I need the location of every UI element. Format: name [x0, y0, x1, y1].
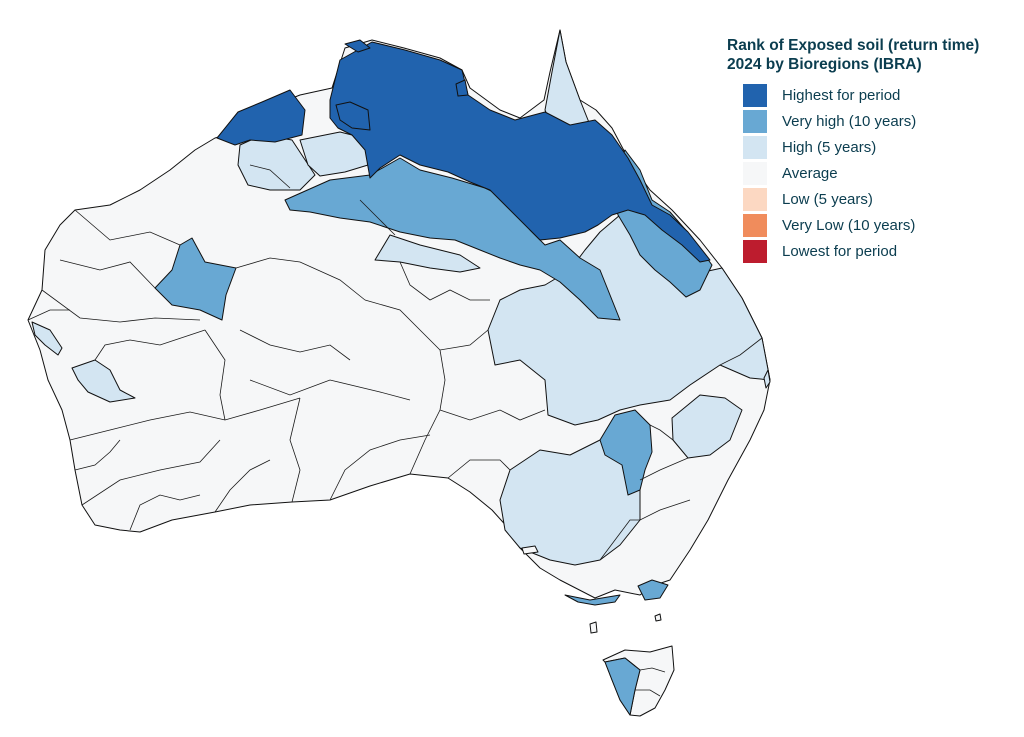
region-veryhigh-tasmania-west: [604, 657, 641, 716]
legend-item-lowest: Lowest for period: [727, 238, 1017, 264]
region-highest-top-end: [329, 41, 711, 263]
legend-swatch-very-high: [743, 109, 767, 133]
island-fraser: [763, 369, 771, 389]
island-kangaroo: [521, 545, 539, 555]
legend-label-average: Average: [782, 164, 838, 182]
map-legend: Rank of Exposed soil (return time) 2024 …: [727, 36, 1017, 264]
legend-item-high: High (5 years): [727, 134, 1017, 160]
region-veryhigh-nsw: [599, 409, 653, 496]
region-high-victoria-bonaparte: [299, 131, 373, 177]
region-highest-kimberley: [216, 89, 306, 146]
region-high-swathe-nt-qld: [374, 234, 481, 273]
legend-label-very-low: Very Low (10 years): [782, 216, 916, 234]
legend-item-very-high: Very high (10 years): [727, 108, 1017, 134]
legend-label-very-high: Very high (10 years): [782, 112, 917, 130]
legend-title-line-1: Rank of Exposed soil (return time): [727, 37, 980, 54]
region-high-nsw-east: [671, 394, 743, 459]
legend-item-average: Average: [727, 160, 1017, 186]
region-veryhigh-barkly: [284, 157, 621, 321]
legend-swatch-high: [743, 135, 767, 159]
legend-title-line-2: 2024 by Bioregions (IBRA): [727, 56, 922, 73]
legend-swatch-lowest: [743, 239, 767, 263]
region-veryhigh-victoria-coast: [564, 594, 621, 606]
legend-item-very-low: Very Low (10 years): [727, 212, 1017, 238]
legend-item-highest: Highest for period: [727, 82, 1017, 108]
legend-item-low: Low (5 years): [727, 186, 1017, 212]
region-highest-groote: [455, 79, 469, 97]
region-high-wa-southwest: [31, 321, 63, 356]
legend-title: Rank of Exposed soil (return time) 2024 …: [727, 36, 1017, 74]
region-high-murray-darling: [499, 439, 641, 566]
legend-label-low: Low (5 years): [782, 190, 873, 208]
region-highest-tiwi: [344, 39, 371, 53]
island-king: [589, 621, 598, 634]
legend-swatch-highest: [743, 83, 767, 107]
region-veryhigh-port-phillip: [637, 579, 669, 601]
bioregion-boundaries: [27, 164, 763, 561]
tasmania-boundaries: [635, 667, 666, 697]
island-flinders: [654, 613, 662, 622]
region-high-wa-coast: [71, 359, 136, 403]
legend-swatch-very-low: [743, 213, 767, 237]
legend-label-lowest: Lowest for period: [782, 242, 898, 260]
legend-label-highest: Highest for period: [782, 86, 901, 104]
region-highest-bonaparte: [335, 101, 371, 131]
legend-label-high: High (5 years): [782, 138, 877, 156]
legend-swatch-low: [743, 187, 767, 211]
legend-swatch-average: [743, 161, 767, 185]
